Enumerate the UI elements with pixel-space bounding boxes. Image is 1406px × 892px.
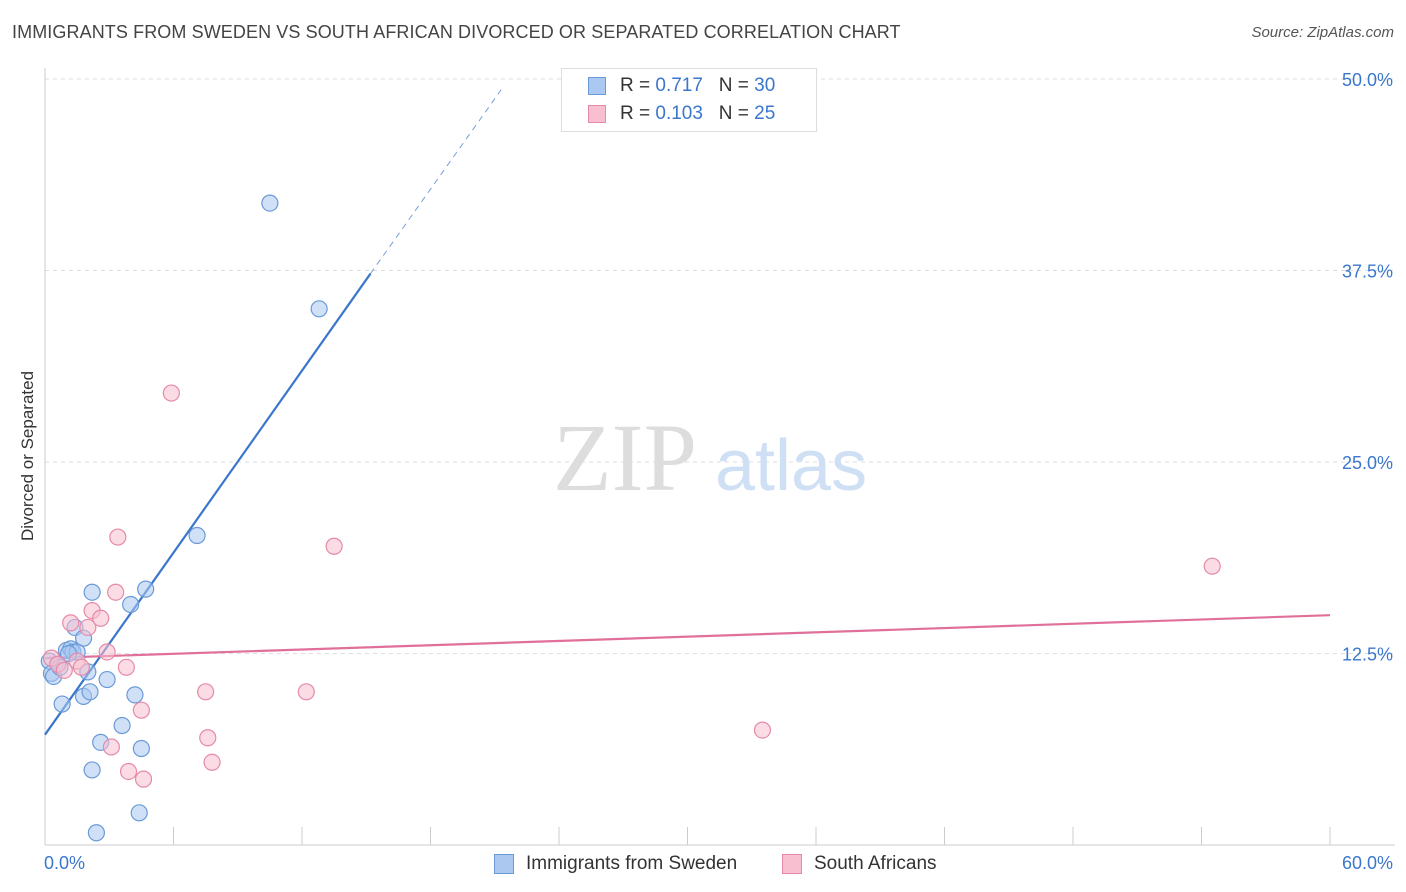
point-south-africans [79,618,97,637]
x-tick-label: 0.0% [44,853,85,873]
point-south-africans [203,753,221,771]
r-label: R = [620,103,656,124]
point-south-africans [1203,557,1221,575]
legend-swatch-pink [588,105,606,123]
point-sweden [83,583,101,601]
point-south-africans [55,661,73,679]
point-sweden [137,580,155,598]
point-south-africans [117,658,135,676]
gridlines [45,78,1395,654]
n-value-south-africans: 25 [754,103,776,124]
trend-line-south-africans [44,614,1331,660]
point-south-africans [325,537,343,555]
legend-label-sweden: Immigrants from Sweden [526,853,738,874]
watermark-zip: ZIP [553,404,697,511]
legend-swatch-blue [588,77,606,95]
trend-line-sweden-extension [370,89,502,274]
chart-title: IMMIGRANTS FROM SWEDEN VS SOUTH AFRICAN … [12,22,901,42]
point-sweden [113,716,131,735]
legend-label-south-africans: South Africans [814,853,937,874]
y-tick-label: 50.0% [1342,70,1393,90]
point-sweden [126,686,144,704]
r-value-sweden: 0.717 [655,75,703,96]
point-south-africans [62,614,80,632]
x-tick-label: 60.0% [1342,853,1393,873]
point-sweden [261,194,279,212]
correlation-legend: R = 0.717 N = 30 R = 0.103 N = 25 [561,68,817,132]
point-south-africans [92,609,110,627]
legend-swatch-blue [494,854,514,874]
tick-labels: 12.5% 25.0% 37.5% 50.0% 0.0% 60.0% [44,70,1393,873]
point-sweden [83,761,101,779]
watermark: ZIP atlas [553,404,867,511]
point-sweden [81,683,99,701]
point-south-africans [297,683,315,701]
chart-source: Source: ZipAtlas.com [1251,24,1394,41]
point-sweden [130,804,148,822]
point-south-africans [197,683,215,701]
point-sweden [87,824,106,842]
y-tick-label: 12.5% [1342,645,1393,665]
trend-lines [44,89,1331,736]
watermark-atlas: atlas [715,426,867,506]
point-sweden [188,526,206,545]
point-sweden [53,695,71,713]
point-sweden [122,595,140,614]
r-label: R = [620,75,656,96]
axes [44,68,1395,846]
legend-swatch-pink [782,854,802,874]
data-points [40,194,1221,842]
point-south-africans [162,384,180,402]
r-value-south-africans: 0.103 [655,103,703,124]
point-south-africans [119,762,138,781]
point-sweden [98,670,116,689]
y-tick-label: 25.0% [1342,453,1393,473]
n-label: N = [718,75,755,96]
point-south-africans [102,738,120,756]
point-south-africans [753,721,772,739]
point-south-africans [72,658,91,676]
point-south-africans [134,770,153,788]
y-axis-title: Divorced or Separated [18,370,37,542]
point-sweden [310,300,328,318]
point-south-africans [132,701,150,719]
point-south-africans [107,583,125,601]
point-south-africans [199,729,217,747]
y-tick-label: 37.5% [1342,262,1393,282]
point-south-africans [109,528,127,546]
point-south-africans [98,643,116,661]
n-value-sweden: 30 [754,75,776,96]
n-label: N = [718,103,755,124]
trend-line-sweden [44,272,372,736]
point-sweden [132,739,150,758]
